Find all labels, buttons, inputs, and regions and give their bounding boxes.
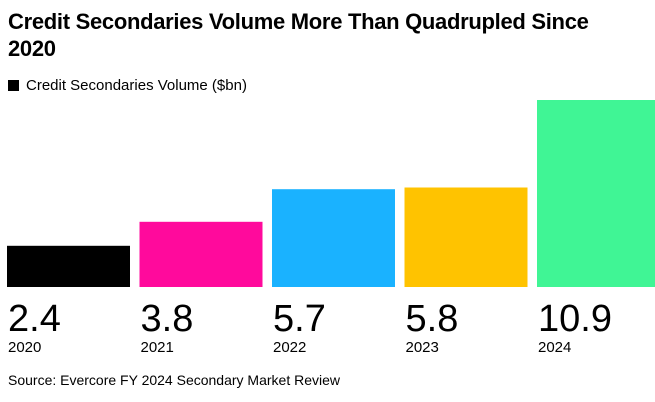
value-label-2020: 2.4 xyxy=(8,298,61,340)
category-label-2021: 2021 xyxy=(141,339,174,356)
legend-swatch xyxy=(8,80,19,91)
legend-label: Credit Secondaries Volume ($bn) xyxy=(26,77,247,94)
legend: Credit Secondaries Volume ($bn) xyxy=(8,77,247,94)
bar-2024 xyxy=(537,100,655,287)
source-note: Source: Evercore FY 2024 Secondary Marke… xyxy=(8,372,341,388)
value-label-2022: 5.7 xyxy=(273,298,326,340)
bar-2022 xyxy=(272,189,395,287)
bars-layer xyxy=(7,100,655,287)
category-label-2020: 2020 xyxy=(8,339,41,356)
category-label-2023: 2023 xyxy=(406,339,439,356)
category-label-2022: 2022 xyxy=(273,339,306,356)
bar-2021 xyxy=(139,221,263,287)
value-label-2023: 5.8 xyxy=(406,298,459,340)
chart-title: Credit Secondaries Volume More Than Quad… xyxy=(8,9,589,61)
bar-2023 xyxy=(404,187,528,287)
bar-2020 xyxy=(7,245,130,287)
value-label-2024: 10.9 xyxy=(538,298,612,340)
value-label-2021: 3.8 xyxy=(141,298,194,340)
category-label-2024: 2024 xyxy=(538,339,571,356)
